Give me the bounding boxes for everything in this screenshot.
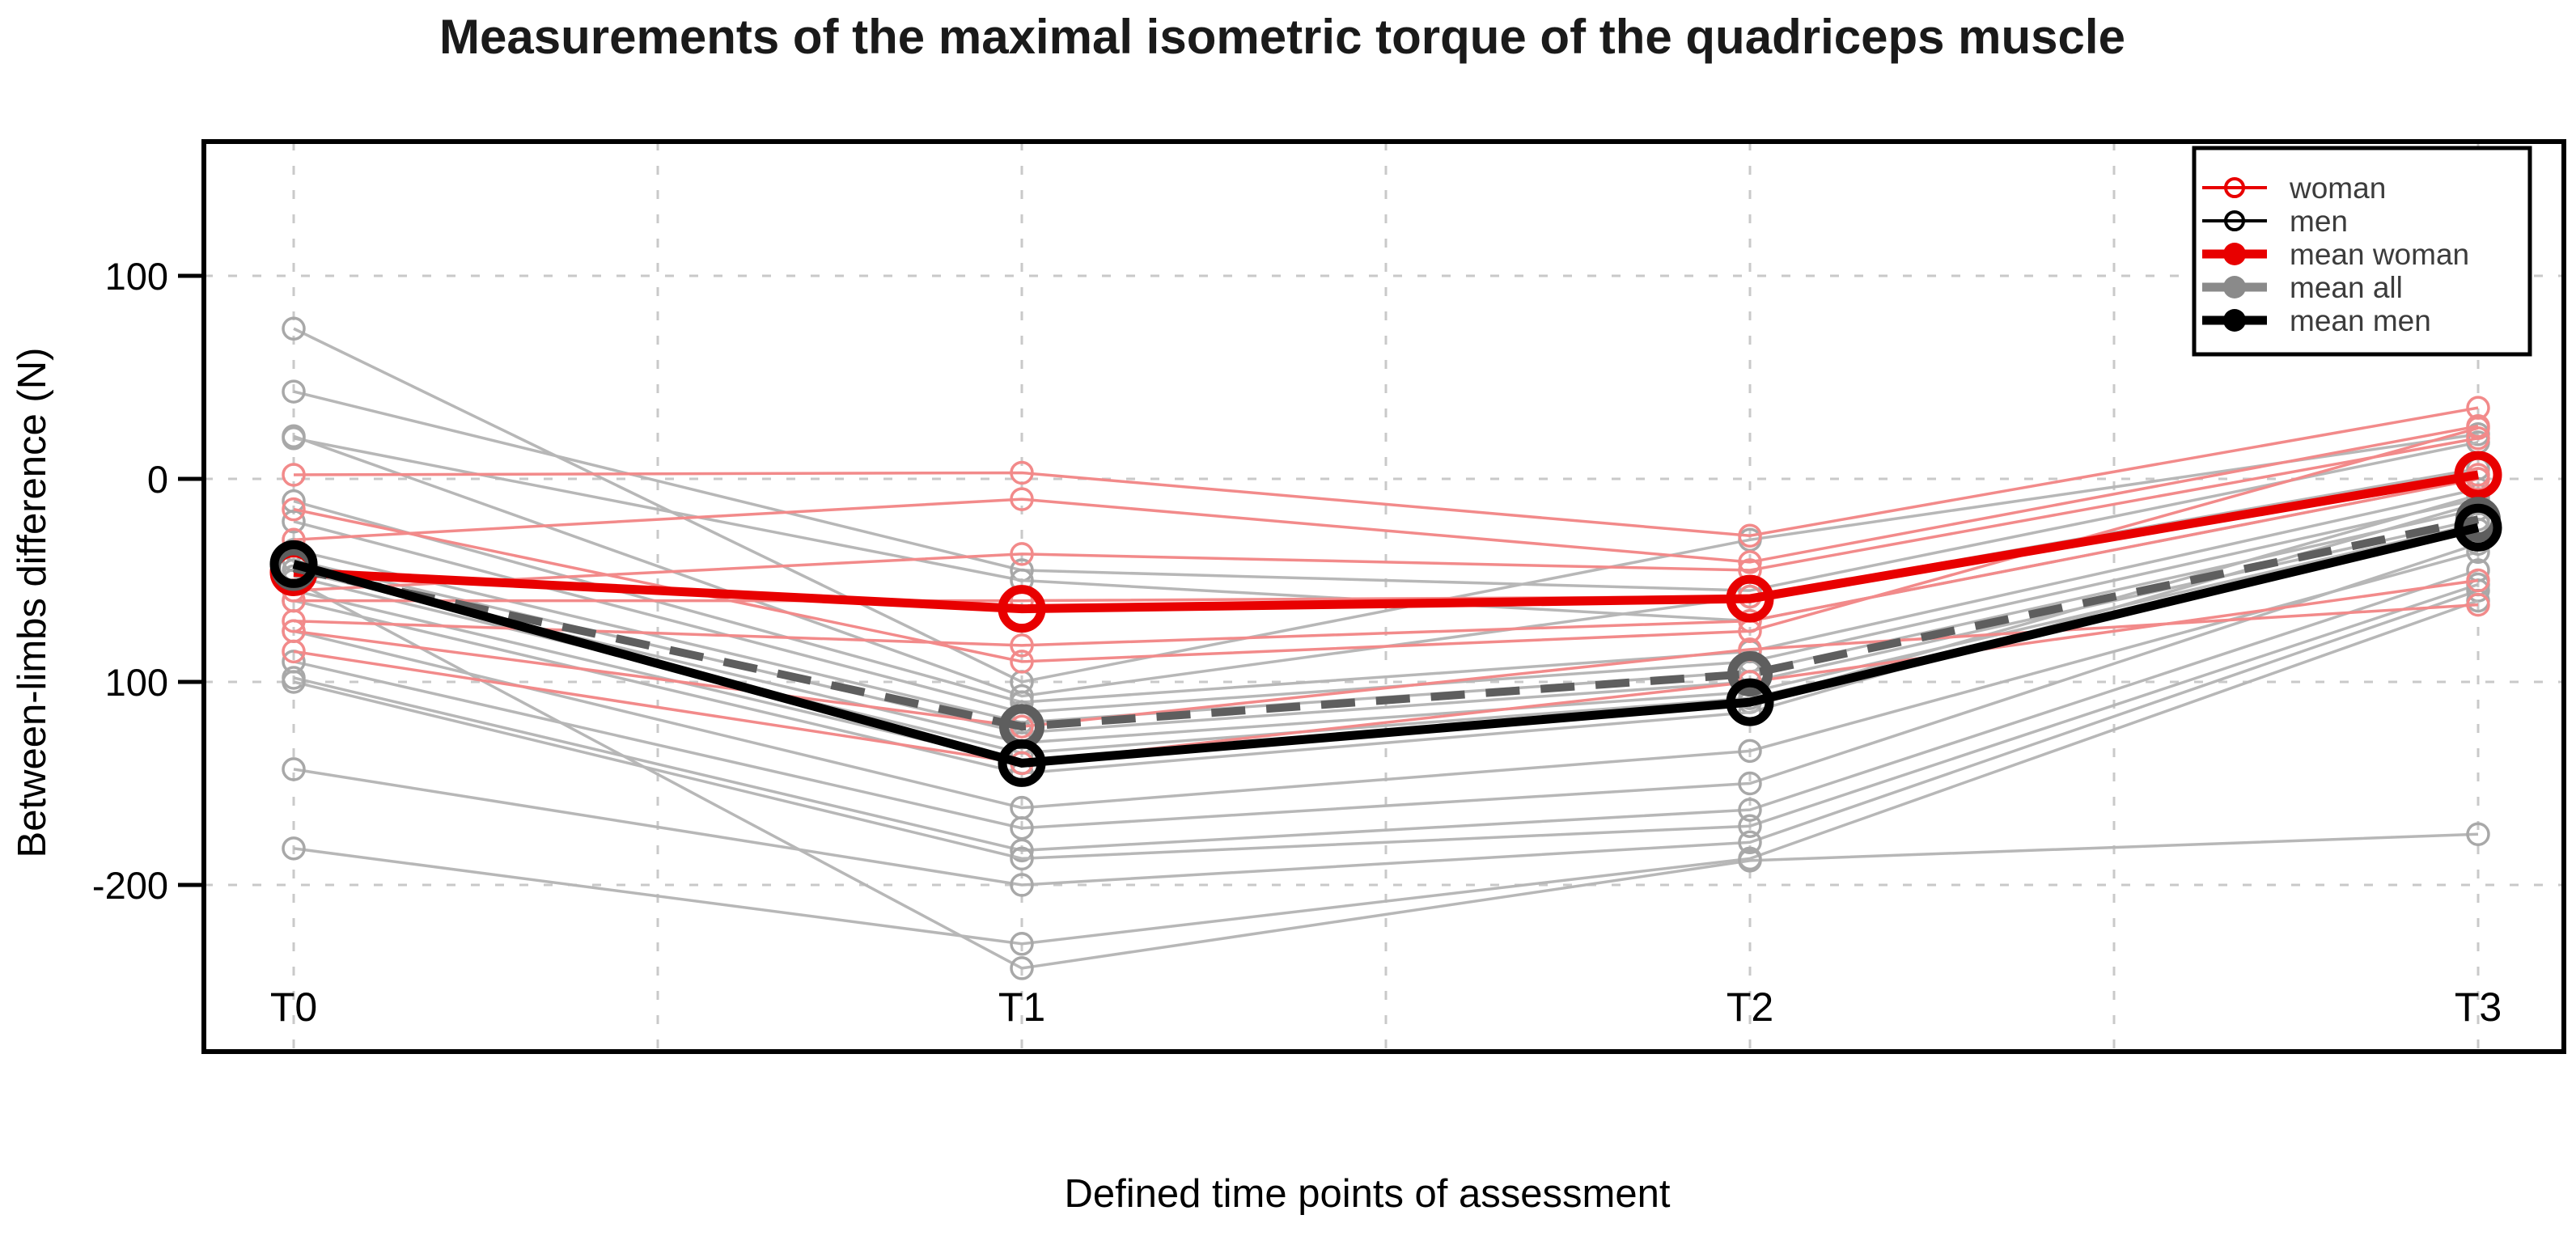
series-men-line [293,578,2479,970]
series-woman-line [293,437,2479,592]
y-axis-tick-label: 100 [105,255,168,298]
series-men-marker [282,316,306,341]
legend-sample-open-circle [2224,177,2245,198]
plot-border [201,139,2566,1054]
series-men-line [293,569,2479,853]
series-men-line [293,507,2479,724]
series-men-marker [1738,771,1762,796]
series-men-marker [1738,739,1762,764]
x-category-label: T3 [2455,984,2502,1030]
series-woman-marker [1010,650,1034,674]
series-men-marker [1010,838,1034,863]
series-men-marker [2466,822,2490,846]
series-woman-line [293,426,2479,663]
series-woman-marker [1738,550,1762,574]
mean-woman-marker [1726,574,1774,623]
series-woman-marker [1738,523,1762,548]
series-woman-line [293,406,2479,538]
series-woman-marker [2466,592,2490,617]
series-woman-line [293,603,2479,728]
series-woman-marker [1010,460,1034,485]
series-men-marker [282,379,306,404]
legend-label: mean woman [2290,238,2469,271]
legend-label: men [2290,205,2348,238]
series-men-line [293,582,2479,861]
series-men-marker [1010,873,1034,897]
series-woman-marker [2466,568,2490,593]
series-men-marker [282,836,306,861]
x-axis-title: Defined time points of assessment [1065,1172,1671,1216]
series-men-marker [282,509,306,534]
mean-men-marker [998,739,1046,787]
legend-label: woman [2289,171,2386,205]
mean-men-marker [2454,503,2502,552]
y-axis-tick-label: 100 [105,661,168,704]
series-men-marker [1010,932,1034,956]
series-woman-marker [282,463,306,487]
ticks-layer: 100 0 100 -200 [92,255,204,907]
y-axis-title: Between-limbs difference (N) [11,348,54,858]
x-category-label: T1 [998,984,1045,1030]
series-men-marker [1738,849,1762,873]
series-men-marker [1010,846,1034,871]
series-men-line [293,550,2479,810]
legend-sample-filled-circle [2223,276,2246,298]
series-men-line [293,327,2479,684]
series-woman-marker [282,497,306,522]
y-axis-tick-label: -200 [92,864,168,907]
series-men-line [293,599,2479,946]
x-category-label: T2 [1727,984,1773,1030]
legend-label: mean all [2290,271,2403,304]
series-men-marker [1738,830,1762,855]
series-men-marker [282,426,306,451]
mean-woman-line [293,470,2479,614]
series-men-marker [1010,956,1034,980]
mean-men-marker [269,540,318,588]
series-men-line [293,502,2479,775]
x-category-label: T0 [270,984,317,1030]
series-woman-line [293,477,2479,647]
series-woman-marker [1010,633,1034,658]
series-men-marker [1738,798,1762,822]
series-woman-line [293,425,2479,564]
series-woman-line [293,578,2479,765]
mean-all-line [292,515,2480,731]
mean-men-line [292,523,2480,768]
series-men-marker [282,757,306,781]
mean-all-marker [1727,650,1773,696]
mean-woman-marker [2454,451,2502,499]
series-woman-marker [2466,416,2490,440]
series-woman-marker [1010,487,1034,511]
series-men-line [293,542,2479,830]
category-layer: T0 T1 T2 T3 [270,984,2502,1030]
series-woman-marker [282,639,306,664]
series-men-marker [282,670,306,694]
legend-sample-filled-circle [2223,243,2246,265]
series-woman-marker [2466,426,2490,451]
mean-woman-marker [998,585,1046,633]
series-layer [269,316,2502,980]
chart-title: Measurements of the maximal isometric to… [439,10,2125,64]
legend-label: mean men [2290,304,2431,337]
legend-sample-open-circle [2224,210,2245,231]
legend-sample-filled-circle [2223,309,2246,332]
series-men-marker [1738,814,1762,838]
series-woman-marker [1010,542,1034,566]
y-axis-tick-label: 0 [147,458,168,501]
series-men-line [293,589,2479,887]
series-men-line [293,390,2479,592]
mean-men-marker [1726,678,1774,726]
